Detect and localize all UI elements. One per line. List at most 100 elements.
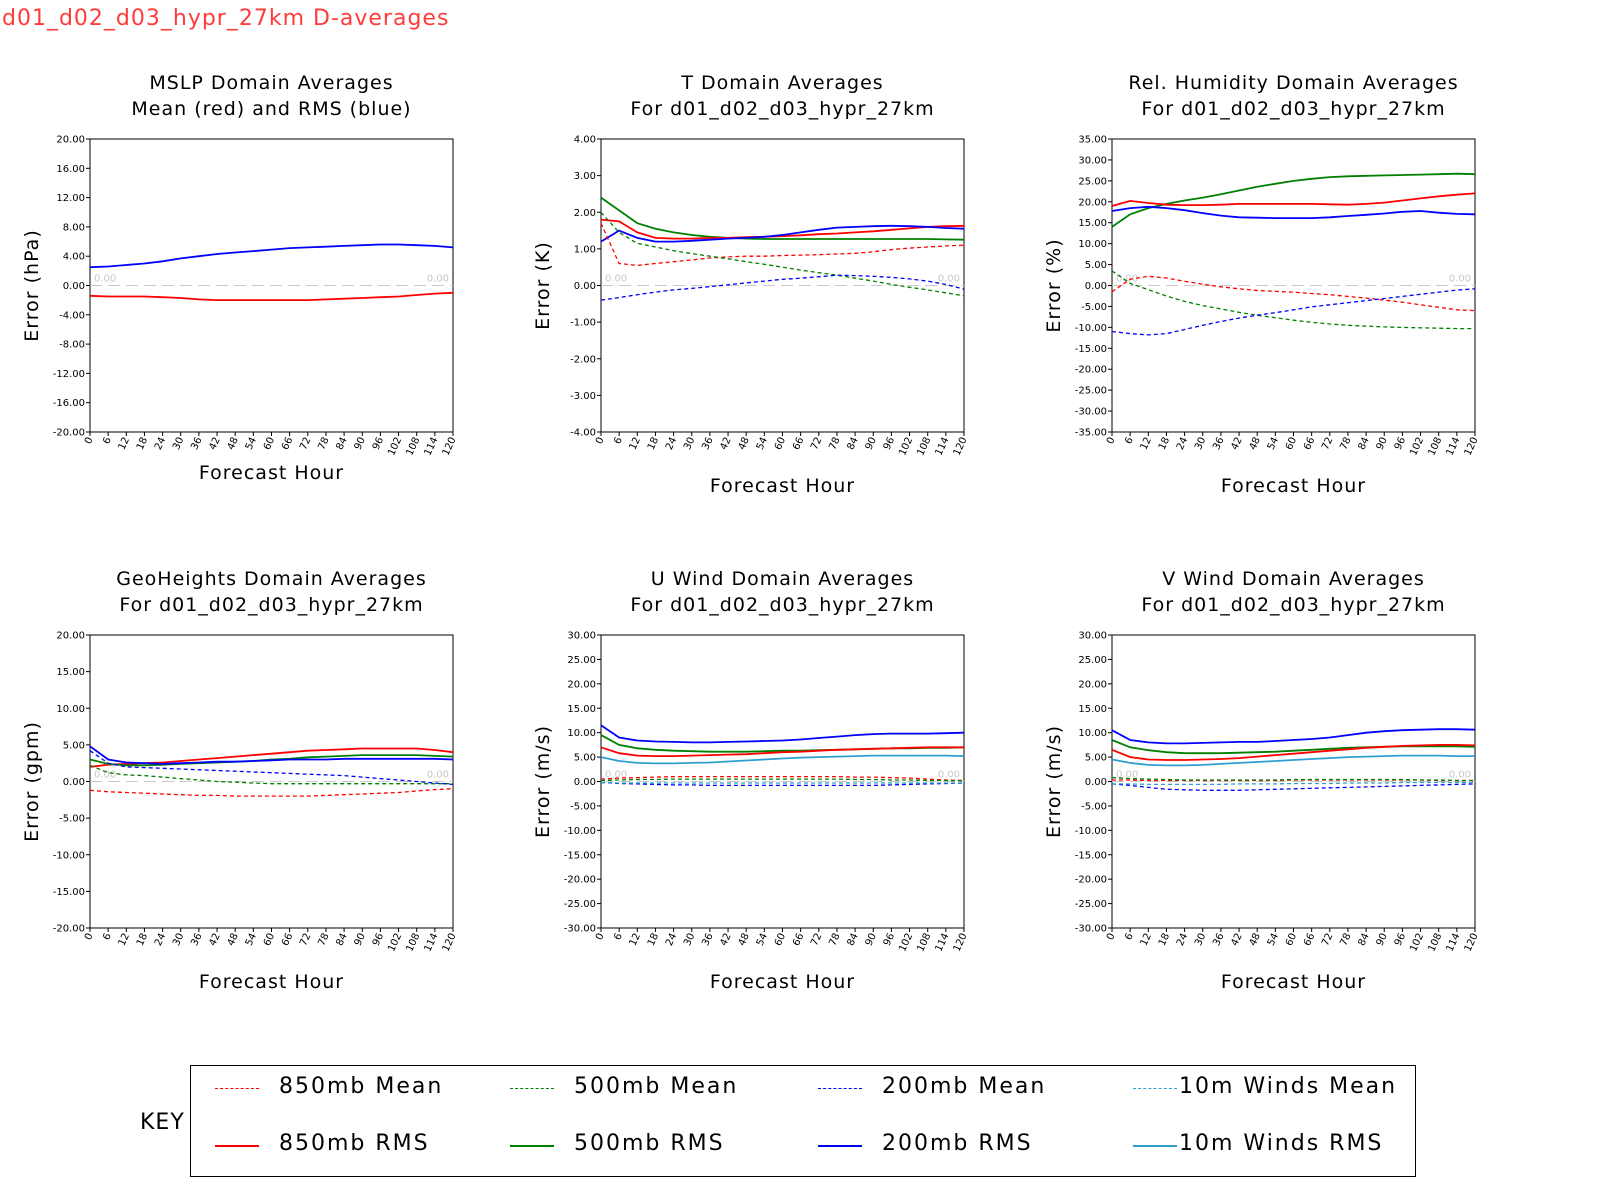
series-line [1111,205,1476,220]
y-tick-label: 10.00 [567,728,596,739]
y-tick-label: -3.00 [570,391,596,402]
x-tick-label: 54 [755,436,770,452]
x-tick-label: 54 [755,932,770,948]
y-tick-label: -15.00 [564,850,596,861]
x-tick-label: 6 [1123,436,1136,446]
x-tick-label: 36 [700,436,715,452]
y-axis-label: Error (%) [1043,238,1065,332]
chart-title: U Wind Domain Averages [651,568,914,590]
x-axis-label: Forecast Hour [199,462,344,484]
x-tick-label: 72 [809,436,824,452]
x-tick-label: 84 [1356,436,1371,452]
x-tick-label: 42 [1229,932,1244,948]
x-tick-label: 114 [423,932,441,954]
x-axis-label: Forecast Hour [710,971,855,993]
y-tick-label: -12.00 [53,369,85,380]
legend-line-sample [1133,1088,1177,1089]
y-tick-label: 25.00 [1078,176,1107,187]
y-tick-label: 20.00 [56,135,85,146]
y-tick-label: -20.00 [564,875,596,886]
chart-subtitle: For d01_d02_d03_hypr_27km [1141,594,1445,616]
y-tick-label: -2.00 [570,354,596,365]
y-tick-label: 1.00 [574,244,596,255]
x-tick-label: 6 [101,932,114,942]
legend-line-sample [510,1088,554,1089]
x-tick-label: 18 [135,932,150,948]
x-tick-label: 48 [226,932,241,948]
x-tick-label: 84 [845,436,860,452]
x-tick-label: 48 [1248,932,1263,948]
y-tick-label: 12.00 [56,193,85,204]
chart-panel: GeoHeights Domain Averages For d01_d02_d0… [21,568,459,993]
x-tick-label: 24 [1175,436,1190,452]
y-tick-label: 4.00 [63,252,85,263]
y-tick-label: 10.00 [1078,239,1107,250]
x-tick-label: 108 [915,932,933,954]
x-tick-label: 30 [682,932,697,948]
series-line [600,218,965,240]
zero-label-right: 0.00 [1449,770,1471,781]
x-axis-label: Forecast Hour [1221,475,1366,497]
x-tick-label: 48 [226,436,241,452]
y-tick-label: 25.00 [1078,655,1107,666]
y-axis-label: Error (hPa) [21,229,43,341]
legend-line-sample [1133,1145,1177,1147]
series-line [1111,270,1475,330]
series-line [600,196,965,241]
x-tick-label: 78 [1338,436,1353,452]
y-tick-label: -30.00 [1075,924,1107,935]
series-line [1111,728,1476,745]
x-tick-label: 36 [189,932,204,948]
x-tick-label: 72 [1320,436,1335,452]
y-tick-label: 3.00 [574,171,596,182]
chart-panel: MSLP Domain Averages Mean (red) and RMS (… [21,72,459,484]
series-line [89,291,454,302]
chart-title: Rel. Humidity Domain Averages [1128,72,1458,94]
y-tick-label: -10.00 [1075,826,1107,837]
x-axis-label: Forecast Hour [1221,971,1366,993]
x-tick-label: 48 [1248,436,1263,452]
x-tick-label: 102 [897,932,915,954]
legend-line-sample [215,1088,259,1089]
legend-label: 200mb RMS [882,1131,1033,1156]
series-line [89,764,453,785]
zero-label-right: 0.00 [938,770,960,781]
x-tick-label: 96 [371,932,386,948]
x-tick-label: 102 [1408,932,1426,954]
chart-subtitle: For d01_d02_d03_hypr_27km [630,98,934,120]
y-tick-label: 25.00 [567,655,596,666]
series-line [600,746,964,757]
legend-box [190,1065,1416,1177]
zero-label-right: 0.00 [427,770,449,781]
legend-key-label: KEY [140,1110,185,1135]
x-tick-label: 36 [1211,436,1226,452]
series-line [1111,275,1476,312]
zero-label-right: 0.00 [427,274,449,285]
x-tick-label: 108 [1426,932,1444,954]
y-tick-label: 0.00 [1085,281,1107,292]
x-tick-label: 102 [1408,436,1426,458]
legend-label: 500mb RMS [574,1131,725,1156]
x-tick-label: 66 [791,436,806,452]
x-tick-label: 84 [334,436,349,452]
series-line [1111,739,1476,755]
series-line [89,745,454,765]
y-tick-label: -15.00 [1075,344,1107,355]
x-tick-label: 78 [827,436,842,452]
x-tick-label: 90 [353,436,368,452]
x-tick-label: 12 [117,436,132,452]
y-tick-label: 20.00 [567,679,596,690]
x-tick-label: 84 [334,932,349,948]
y-tick-label: 0.00 [574,777,596,788]
chart-title: T Domain Averages [680,72,883,94]
y-tick-label: -25.00 [1075,899,1107,910]
x-tick-label: 114 [934,436,952,458]
series-line [600,781,964,784]
y-tick-label: -4.00 [570,428,596,439]
x-tick-label: 66 [280,932,295,948]
x-tick-label: 84 [845,932,860,948]
x-tick-label: 108 [1426,436,1444,458]
y-tick-label: -30.00 [564,924,596,935]
x-tick-label: 60 [773,932,788,948]
chart-subtitle: Mean (red) and RMS (blue) [131,98,411,120]
